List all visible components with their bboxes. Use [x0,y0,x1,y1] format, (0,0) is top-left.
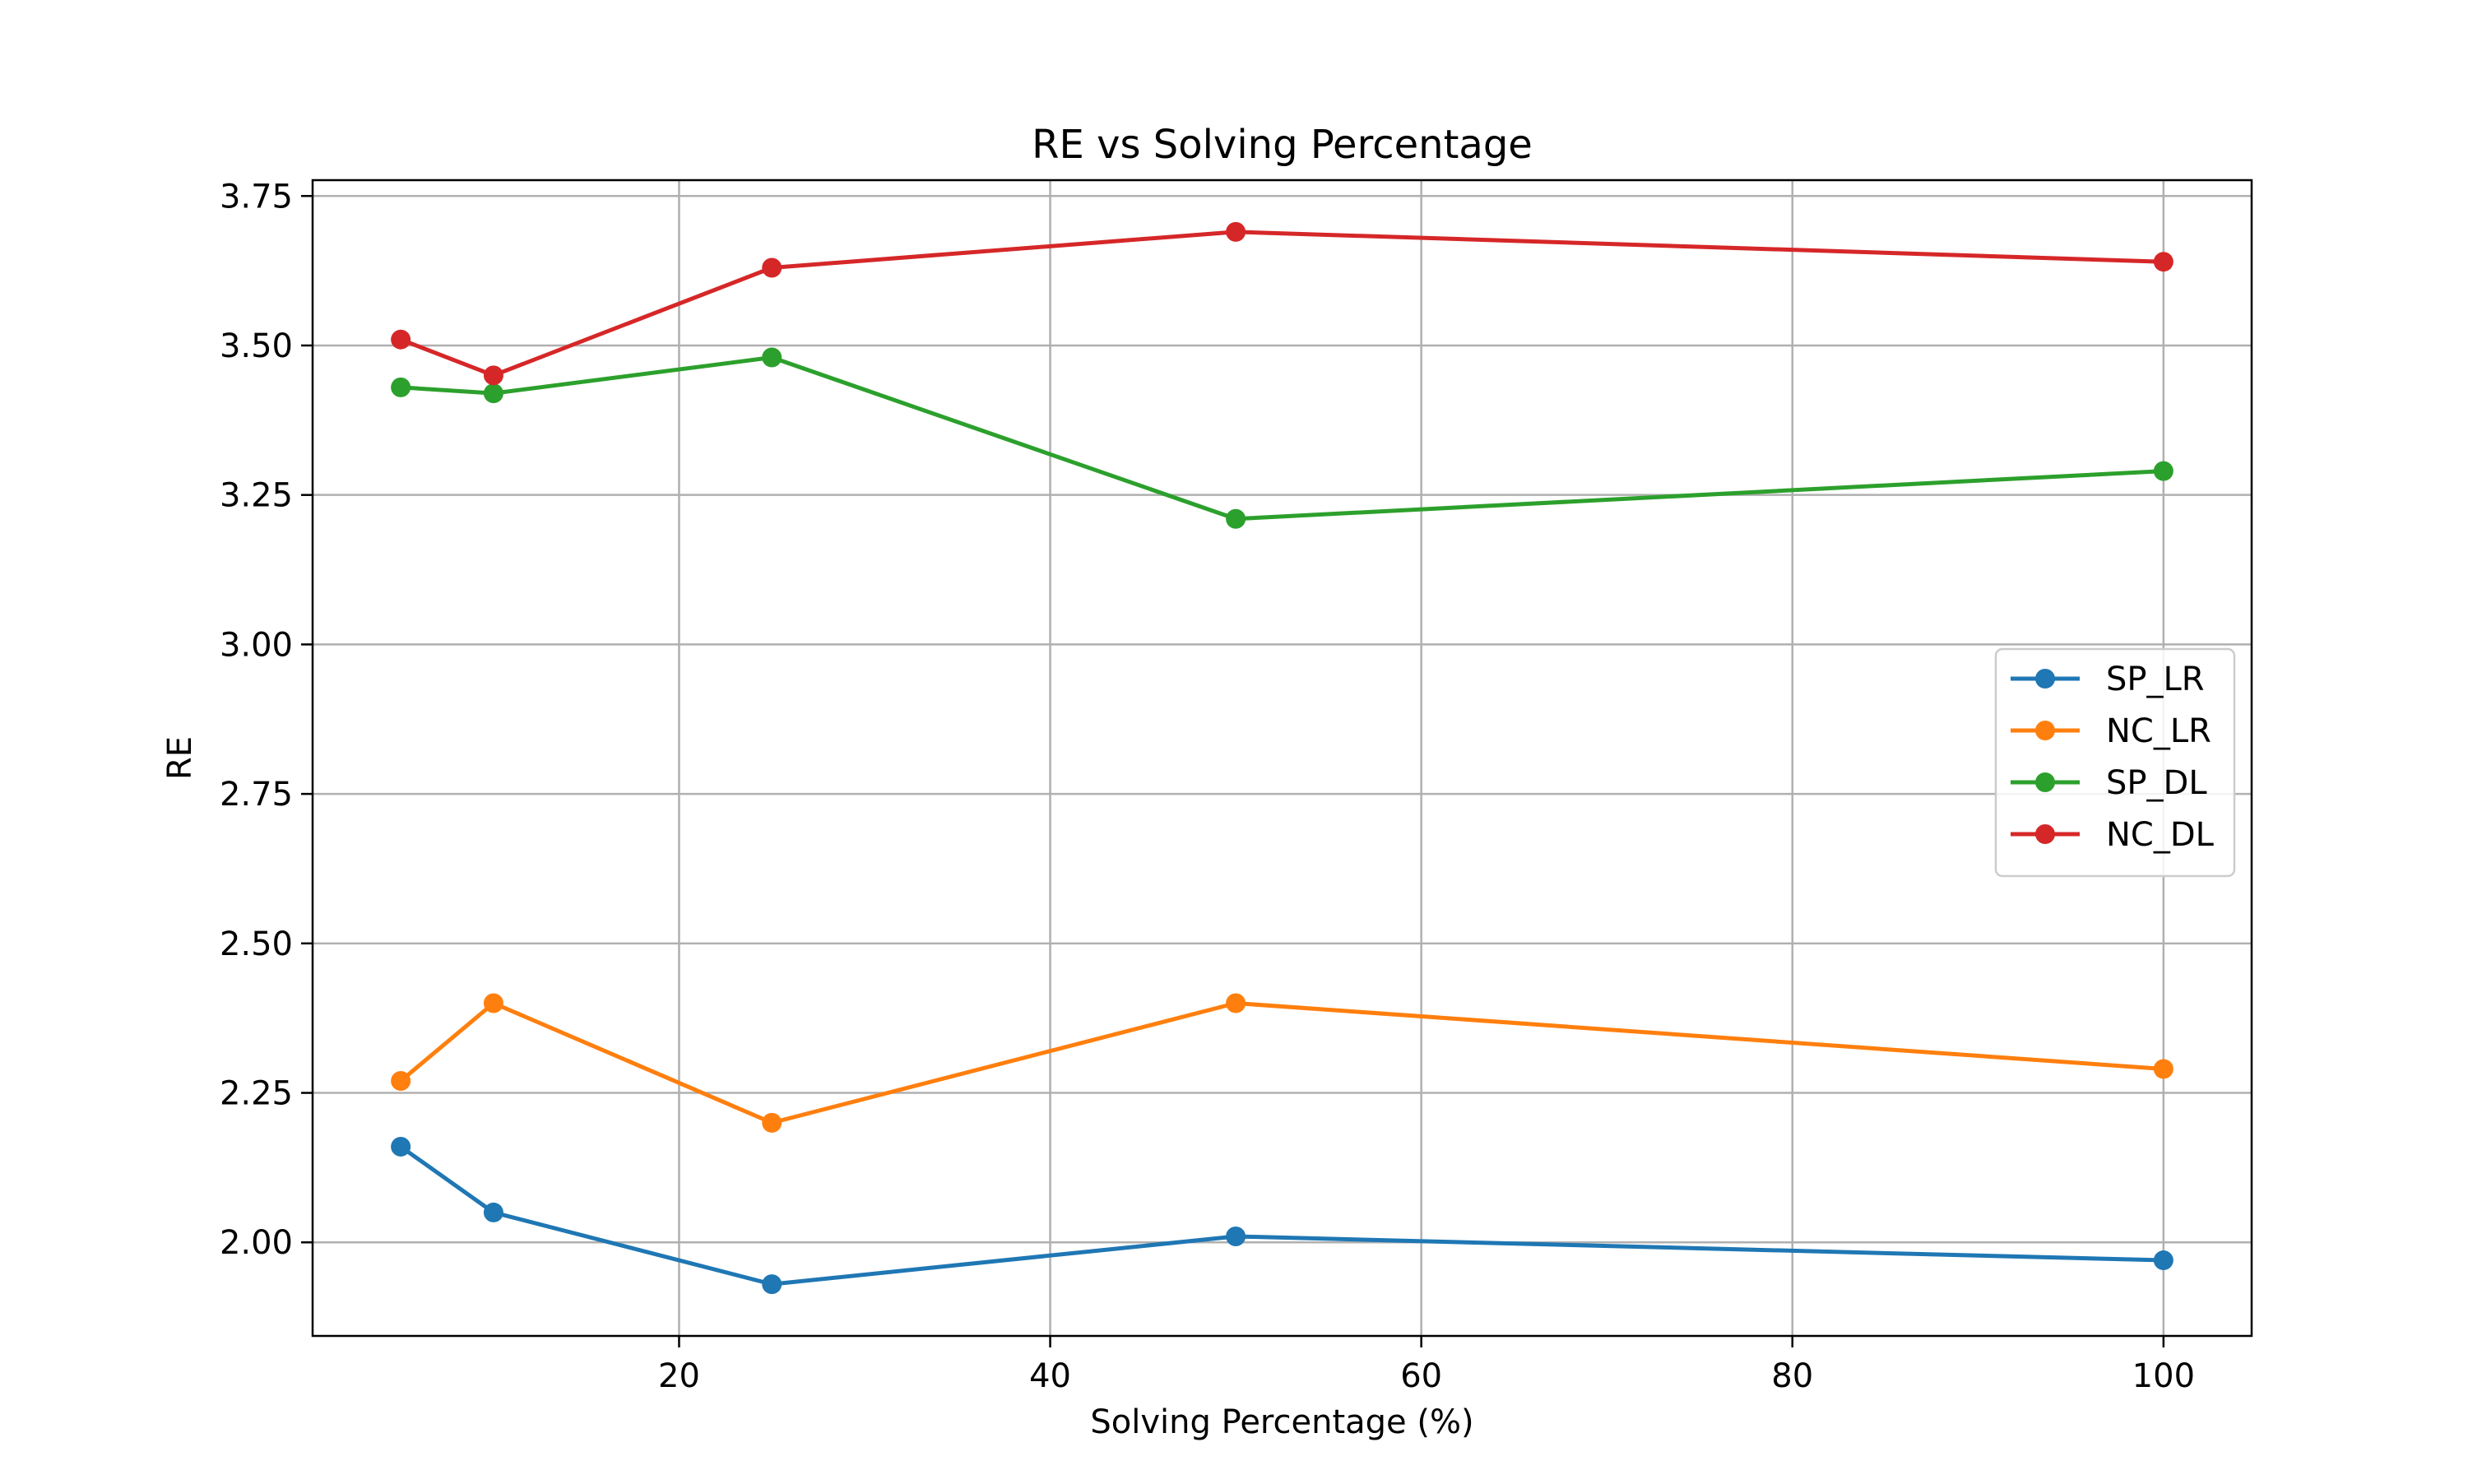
y-tick-label: 2.75 [220,776,293,814]
data-point [1226,1226,1246,1246]
legend-label: SP_DL [2106,764,2207,802]
legend-label: SP_LR [2106,661,2205,698]
data-point [762,347,782,368]
x-tick-label: 40 [1029,1357,1071,1395]
data-point [391,1136,411,1157]
x-tick-label: 80 [1771,1357,1813,1395]
x-tick-label: 60 [1400,1357,1442,1395]
data-point [391,1070,411,1091]
series-layer [391,221,2173,1295]
legend-marker [2035,669,2055,689]
data-point [483,383,503,404]
legend-label: NC_LR [2106,712,2211,750]
tick-layer: 20 40 60 80 100 2.00 2.25 2.50 2.75 3.00 3.25 3.50 3… [220,178,2195,1395]
legend-marker [2035,772,2055,792]
legend-item: SP_LR [2011,661,2205,698]
y-tick-label: 2.50 [220,925,293,963]
data-point [762,1112,782,1133]
data-point [1226,508,1246,529]
y-tick-label: 2.25 [220,1075,293,1113]
y-tick-label: 3.50 [220,327,293,365]
data-point [762,1274,782,1295]
series-sp-lr [391,1136,2173,1295]
data-point [2153,1250,2173,1271]
series-nc-lr [391,993,2173,1133]
legend: SP_LR NC_LR SP_DL NC_DL [1994,647,2236,878]
x-axis-label: Solving Percentage (%) [1090,1403,1473,1441]
legend-marker [2035,721,2055,740]
data-point [483,1202,503,1222]
x-tick-label: 100 [2132,1357,2195,1395]
y-tick-label: 3.75 [220,178,293,216]
data-point [483,365,503,386]
data-point [2153,461,2173,481]
legend-label: NC_DL [2106,816,2215,854]
legend-item: SP_DL [2011,764,2207,802]
y-tick-label: 2.00 [220,1224,293,1262]
y-tick-label: 3.00 [220,626,293,664]
series-nc-dl [391,221,2173,386]
legend-item: NC_DL [2011,816,2215,854]
data-point [483,993,503,1013]
chart-title: RE vs Solving Percentage [1032,122,1533,168]
y-axis-label: RE [161,736,199,780]
data-point [1226,221,1246,242]
grid-layer [313,180,2252,1336]
data-point [391,329,411,350]
legend-box [1994,647,2236,878]
legend-marker [2035,824,2055,844]
series-sp-dl [391,347,2173,529]
x-tick-label: 20 [658,1357,700,1395]
data-point [1226,993,1246,1013]
data-point [2153,1059,2173,1079]
data-point [762,257,782,278]
y-tick-label: 3.25 [220,477,293,515]
legend-item: NC_LR [2011,712,2211,750]
data-point [2153,252,2173,272]
data-point [391,377,411,397]
plot-frame [311,179,2253,1338]
